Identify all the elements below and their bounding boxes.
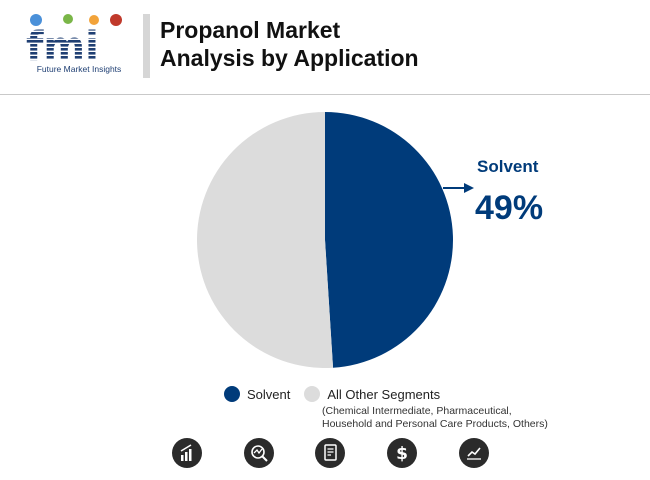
legend-note-line-1: (Chemical Intermediate, Pharmaceutical, [322,405,512,417]
logo-text: fmi [26,24,99,64]
legend-item-others: All Other Segments [304,386,440,402]
footer-icons: $ [0,438,650,470]
legend-note: (Chemical Intermediate, Pharmaceutical, … [322,405,548,431]
title-line-2: Analysis by Application [160,45,419,71]
header: fmi Future Market Insights Propanol Mark… [0,0,650,95]
page-title: Propanol Market Analysis by Application [160,16,419,72]
callout-arrow-head [464,183,474,193]
title-line-1: Propanol Market [160,17,341,43]
callout: Solvent 49% [443,157,543,227]
title-divider [143,14,150,78]
trend-chart-icon [459,438,489,468]
legend: Solvent All Other Segments [224,383,454,405]
svg-text:$: $ [396,444,408,464]
legend-label-solvent: Solvent [247,386,291,402]
callout-value: 49% [475,189,543,227]
report-document-icon [315,438,345,468]
logo-mark: fmi [26,14,122,70]
callout-label: Solvent [477,157,539,176]
legend-item-solvent: Solvent [224,386,290,402]
pie-chart: Solvent 49% [197,112,543,368]
bar-growth-icon [172,438,202,468]
pie-slice-solvent [325,112,454,368]
magnifier-chart-icon [244,438,274,468]
dollar-icon: $ [387,438,417,468]
logo-tagline: Future Market Insights [36,64,122,74]
legend-label-others: All Other Segments [327,386,441,402]
legend-swatch-others [304,386,321,402]
legend-note-line-2: Household and Personal Care Products, Ot… [322,418,548,430]
pie-slice-others [197,112,334,368]
header-rule [0,94,650,95]
legend-swatch-solvent [224,386,240,402]
fmi-logo: fmi Future Market Insights [24,12,134,82]
